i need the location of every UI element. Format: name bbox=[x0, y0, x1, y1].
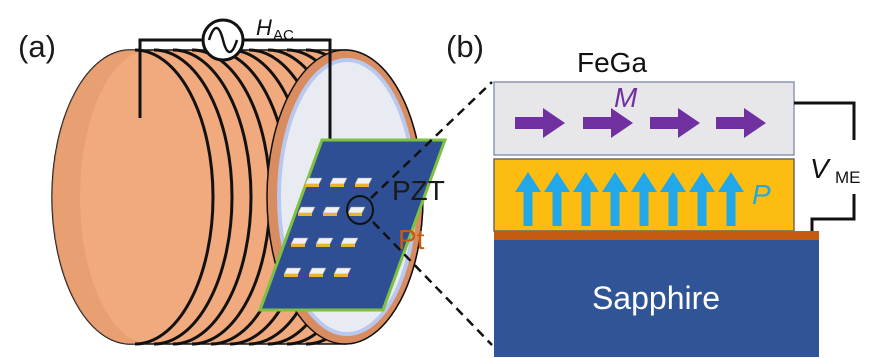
coil-turn bbox=[172, 48, 253, 346]
pt-label: Pt bbox=[398, 224, 425, 255]
electrode-pad bbox=[347, 206, 366, 216]
coil-turn bbox=[134, 48, 215, 346]
panel-a: (a) H AC PZT bbox=[18, 15, 493, 346]
sample-plate bbox=[257, 138, 448, 312]
ac-source: H AC bbox=[138, 15, 332, 150]
zoom-line-top bbox=[370, 81, 493, 199]
electrode-pad bbox=[322, 206, 341, 216]
voltage-wire-top bbox=[794, 101, 856, 140]
voltage-subscript: ME bbox=[835, 168, 861, 187]
fega-label: FeGa bbox=[577, 47, 647, 78]
electrode-pad bbox=[340, 237, 359, 247]
pt-layer bbox=[494, 231, 819, 240]
coil-shade bbox=[52, 50, 150, 344]
electrode-pad bbox=[329, 177, 348, 187]
polarization-arrow-icon bbox=[544, 172, 570, 226]
pzt-label: PZT bbox=[392, 175, 445, 206]
panel-b: (b) FeGa Sapphire M P V ME bbox=[446, 29, 861, 357]
magnetization-arrow-icon bbox=[650, 108, 700, 138]
polarization-arrow-icon bbox=[515, 172, 541, 226]
panel-a-label: (a) bbox=[18, 29, 56, 64]
lead-wire-left bbox=[138, 38, 203, 118]
sapphire-label: Sapphire bbox=[592, 280, 720, 316]
electrode-pad bbox=[354, 177, 373, 187]
voltage-symbol: V bbox=[810, 153, 831, 184]
electrode-pad bbox=[304, 177, 323, 187]
magnetization-arrow-icon bbox=[716, 108, 766, 138]
zoom-circle bbox=[346, 195, 374, 225]
magnetization-arrows bbox=[515, 108, 766, 138]
sapphire-layer bbox=[494, 240, 819, 357]
electrode-pad bbox=[297, 206, 316, 216]
source-symbol: H bbox=[256, 15, 272, 40]
polarization-arrow-icon bbox=[718, 172, 744, 226]
polarization-arrow-icon bbox=[631, 172, 657, 226]
voltage-wire-bottom bbox=[810, 194, 856, 231]
polarization-symbol: P bbox=[752, 179, 771, 210]
polarization-arrow-icon bbox=[660, 172, 686, 226]
polarization-arrows bbox=[515, 172, 744, 226]
electrode-pad bbox=[290, 237, 309, 247]
coil-turn bbox=[153, 48, 234, 346]
magnetization-arrow-icon bbox=[583, 108, 633, 138]
ac-source-icon bbox=[201, 18, 245, 62]
polarization-arrow-icon bbox=[573, 172, 599, 226]
zoom-line-bottom bbox=[372, 221, 493, 346]
panel-b-label: (b) bbox=[446, 29, 484, 64]
sample-substrate bbox=[257, 138, 448, 312]
electrode-pad bbox=[283, 267, 302, 277]
electrode-pad bbox=[315, 237, 334, 247]
electrode-pad bbox=[308, 267, 327, 277]
electrode-pads bbox=[283, 177, 373, 277]
magnetization-symbol: M bbox=[614, 82, 638, 113]
electrode-pad bbox=[333, 267, 352, 277]
polarization-arrow-icon bbox=[602, 172, 628, 226]
lead-wire-right bbox=[243, 38, 332, 150]
source-subscript: AC bbox=[273, 27, 294, 44]
polarization-arrow-icon bbox=[689, 172, 715, 226]
magnetization-arrow-icon bbox=[515, 108, 565, 138]
